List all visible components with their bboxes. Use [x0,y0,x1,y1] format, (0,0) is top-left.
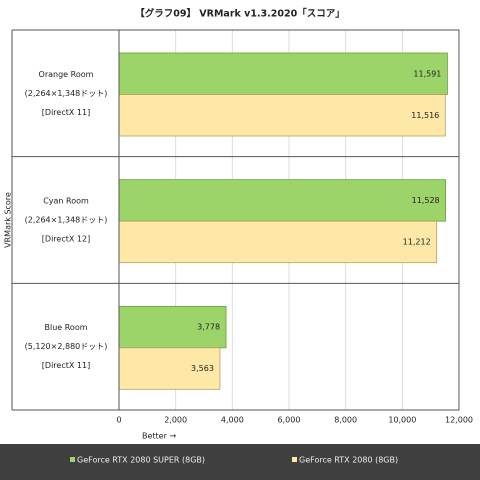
x-tick-label: 6,000 [278,416,301,425]
y-tick-label: (5,120×2,880ドット) [25,342,108,351]
x-tick-label: 12,000 [445,416,473,425]
legend-label: GeForce RTX 2080 (8GB) [299,456,398,465]
y-tick-label: [DirectX 11] [42,108,90,117]
bar [118,179,447,222]
plot-border [118,29,460,411]
y-tick-label: Orange Room [39,70,94,79]
x-tick-label: 8,000 [334,416,357,425]
y-tick-label: Blue Room [44,323,87,332]
bar [118,305,227,349]
x-tick-label: 10,000 [388,416,416,425]
legend: GeForce RTX 2080 SUPER (8GB) GeForce RTX … [70,456,398,465]
bar [118,52,448,95]
bar [118,220,438,264]
legend-label: GeForce RTX 2080 SUPER (8GB) [77,456,205,465]
data-label: 3,563 [191,364,214,373]
y-tick-label: [DirectX 12] [42,235,90,244]
x-tick-label: 4,000 [221,416,244,425]
data-label: 11,591 [413,69,441,78]
y-tick-label: [DirectX 11] [42,361,90,370]
legend-background [0,444,480,480]
y-tick-label: (2,264×1,348ドット) [25,216,108,225]
legend-swatch [70,457,75,462]
bar [118,347,221,390]
x-tick-label: 0 [116,416,121,425]
data-label: 11,528 [412,196,440,205]
y-axis-title: VRMark Score [4,192,13,248]
data-label: 3,778 [197,323,220,332]
x-axis-title: Better → [142,432,176,441]
legend-swatch [292,457,297,462]
y-tick-label: Cyan Room [43,197,89,206]
data-label: 11,516 [411,111,439,120]
data-label: 11,212 [403,237,431,246]
bar [118,94,446,137]
y-tick-label: (2,264×1,348ドット) [25,89,108,98]
x-tick-label: 2,000 [164,416,187,425]
chart-title: 【グラフ09】 VRMark v1.3.2020「スコア」 [135,8,344,20]
